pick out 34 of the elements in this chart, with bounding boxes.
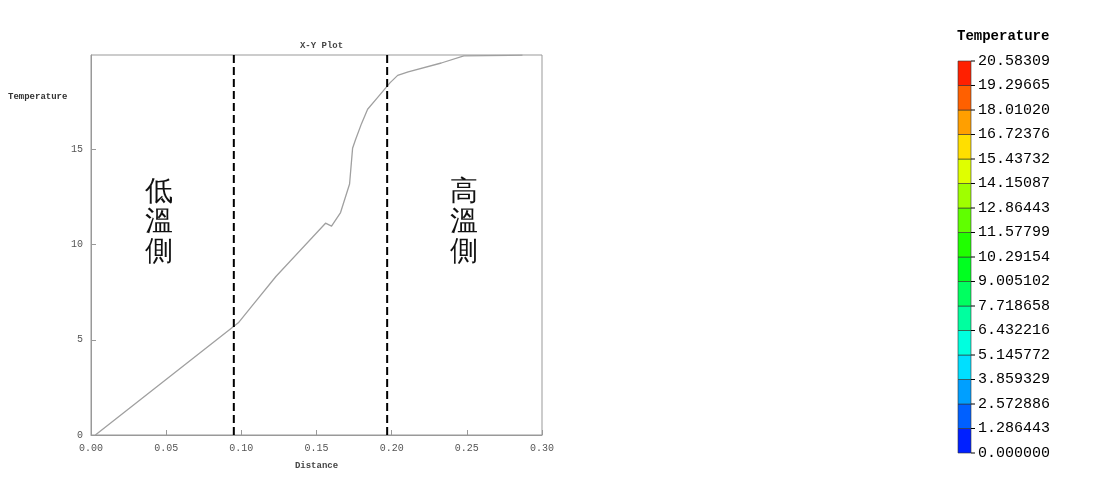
- color-bar-label: 10.29154: [978, 248, 1051, 266]
- color-bar-label: 19.29665: [978, 77, 1051, 94]
- color-bar-label: 14.15087: [978, 175, 1051, 192]
- color-bar-label: 6.432216: [978, 322, 1051, 339]
- x-tick-label: 0.10: [229, 442, 254, 454]
- color-bar-label: 11.57799: [978, 224, 1051, 241]
- color-bar-label: 15.43732: [978, 150, 1051, 168]
- color-bar-label: 1.286443: [978, 420, 1051, 437]
- y-axis-title: Temperature: [8, 91, 68, 102]
- color-bar-title: Temperature: [957, 28, 1050, 44]
- x-axis-title: Distance: [294, 460, 339, 471]
- x-tick-label: 0.15: [304, 442, 329, 454]
- chart-title: X-Y Plot: [299, 40, 344, 51]
- color-bar-label: 12.86443: [978, 199, 1051, 217]
- y-tick-label: 5: [76, 334, 83, 346]
- color-bar-label: 7.718658: [978, 297, 1051, 315]
- color-bar-label: 20.58309: [978, 52, 1051, 70]
- x-tick-label: 0.20: [379, 442, 404, 454]
- color-bar-label: 18.01020: [978, 101, 1051, 119]
- color-bar-label: 5.145772: [978, 346, 1051, 364]
- x-tick-label: 0.05: [154, 442, 179, 454]
- y-tick-label: 10: [70, 239, 83, 251]
- color-bar-label: 0.000000: [978, 444, 1051, 462]
- color-bar-label: 3.859329: [978, 371, 1051, 388]
- annotation: 低溫側: [145, 173, 173, 267]
- color-bar-label: 9.005102: [978, 273, 1051, 290]
- x-tick-label: 0.25: [454, 442, 479, 454]
- x-tick-label: 0.00: [78, 442, 104, 454]
- y-tick-label: 0: [76, 429, 83, 441]
- x-tick-label: 0.30: [529, 442, 555, 454]
- color-bar-label: 16.72376: [978, 126, 1051, 143]
- color-bar-label: 2.572886: [978, 395, 1051, 413]
- annotation: 高溫側: [450, 173, 478, 267]
- y-tick-label: 15: [70, 143, 83, 155]
